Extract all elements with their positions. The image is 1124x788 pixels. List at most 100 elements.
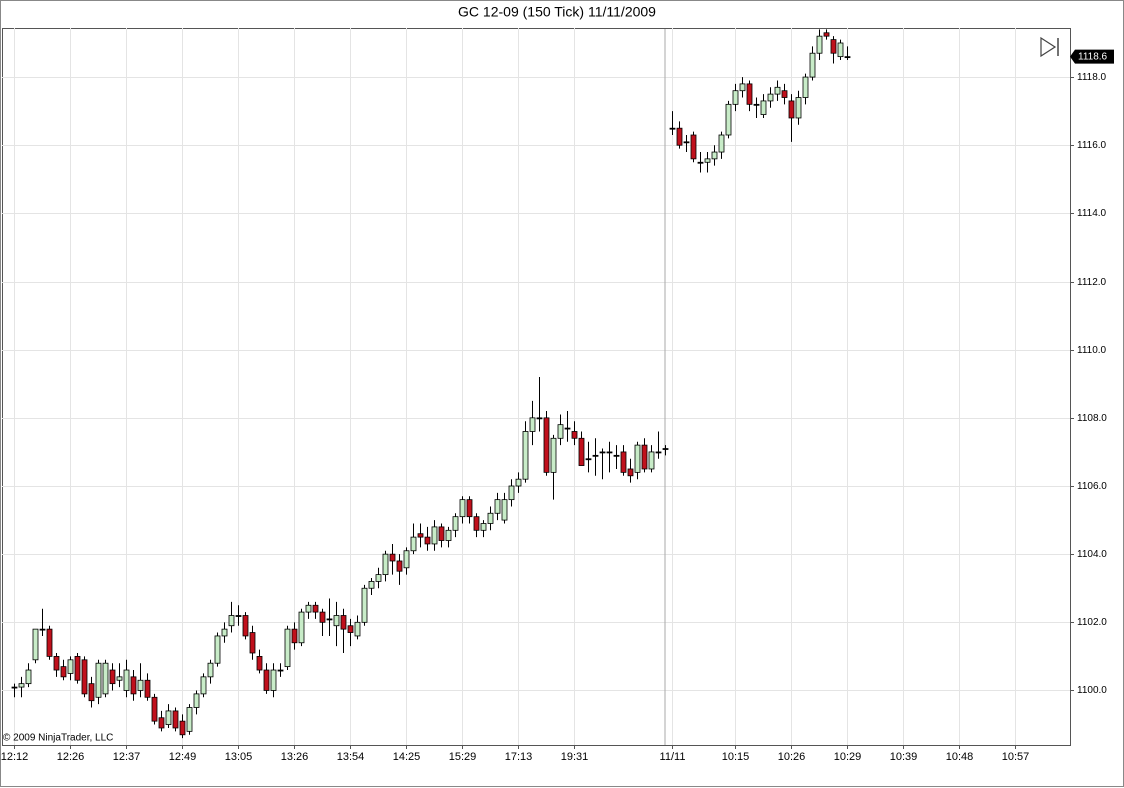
candle-body	[200, 676, 207, 695]
candle-body	[788, 100, 795, 119]
candle-body	[606, 451, 613, 454]
candle-body	[144, 679, 151, 698]
candle-body	[81, 659, 88, 695]
candle-body	[634, 444, 641, 473]
candle-body	[732, 90, 739, 105]
candle-body	[844, 56, 851, 59]
candle-body	[760, 100, 767, 115]
x-tick-label: 10:57	[1002, 751, 1030, 763]
candle-body	[326, 618, 333, 621]
candle-body	[480, 523, 487, 531]
x-tick-label: 12:37	[113, 751, 141, 763]
candle-body	[242, 615, 249, 637]
candle-body	[25, 669, 32, 685]
candle-body	[515, 478, 522, 487]
candle-body	[564, 427, 571, 430]
x-tick-label: 13:54	[337, 751, 365, 763]
candle-body	[823, 32, 830, 37]
x-tick-label: 12:49	[169, 751, 197, 763]
candle-body	[816, 35, 823, 54]
candle-body	[837, 42, 844, 58]
candle-body	[277, 669, 284, 672]
candle-body	[151, 696, 158, 722]
candle-body	[501, 499, 508, 521]
candle-body	[333, 615, 340, 627]
candle-body	[39, 628, 46, 631]
y-tick-label: 1100.0	[1077, 685, 1107, 696]
candle-body	[585, 458, 592, 461]
y-tick-label: 1110.0	[1077, 345, 1107, 356]
candle-body	[452, 516, 459, 531]
candle-body	[494, 499, 501, 514]
candle-body	[473, 516, 480, 531]
candle-body	[298, 611, 305, 644]
candle-body	[102, 662, 109, 695]
candle-body	[739, 83, 746, 92]
x-tick-label: 11/11	[660, 751, 686, 763]
candle-body	[67, 659, 74, 674]
candle-body	[137, 679, 144, 691]
candle-body	[592, 454, 599, 457]
candle-body	[522, 431, 529, 480]
x-tick-label: 10:29	[834, 751, 862, 763]
y-tick-label: 1106.0	[1077, 481, 1107, 492]
grid	[2, 28, 1070, 745]
x-tick-label: 10:39	[890, 751, 918, 763]
x-tick-label: 12:26	[57, 751, 85, 763]
x-tick-label: 15:29	[449, 751, 477, 763]
candle-body	[599, 451, 606, 454]
candle-body	[746, 83, 753, 105]
candle-body	[718, 134, 725, 153]
candle-body	[781, 90, 788, 98]
candle-body	[830, 39, 837, 54]
candle-body	[403, 550, 410, 569]
candle-body	[753, 103, 760, 106]
candle-body	[655, 451, 662, 454]
candle-body	[116, 676, 123, 681]
candle-body	[368, 581, 375, 589]
candle-body	[221, 628, 228, 637]
candle-body	[410, 536, 417, 552]
candle-body	[809, 52, 816, 78]
candle-body	[193, 693, 200, 708]
candle-body	[445, 529, 452, 541]
scroll-end-button[interactable]	[1040, 36, 1059, 58]
candle-body	[508, 485, 515, 501]
candle-body	[683, 141, 690, 144]
x-tick-label: 17:13	[505, 751, 533, 763]
candle-body	[431, 526, 438, 545]
candle-body	[389, 553, 396, 562]
y-tick-label: 1118.0	[1077, 72, 1107, 83]
candle-body	[417, 533, 424, 538]
candle-body	[186, 707, 193, 732]
play-icon[interactable]	[1040, 36, 1057, 58]
candle-body	[725, 103, 732, 136]
candle-body	[648, 451, 655, 470]
candle-body	[613, 454, 620, 457]
chart-title: GC 12-09 (150 Tick) 11/11/2009	[458, 4, 656, 20]
candle-body	[354, 621, 361, 637]
candle-body	[235, 615, 242, 617]
candle-body	[263, 669, 270, 691]
candle-body	[536, 417, 543, 420]
candle-body	[207, 662, 214, 678]
candle-body	[158, 717, 165, 729]
candle-body	[529, 417, 536, 432]
candle-body	[179, 720, 186, 736]
candle-body	[60, 666, 67, 678]
y-tick-label: 1104.0	[1077, 549, 1107, 560]
candle-body	[795, 97, 802, 119]
candle-body	[88, 683, 95, 702]
candle-body	[291, 628, 298, 644]
candle-body	[305, 604, 312, 613]
candle-body	[312, 604, 319, 613]
candle-body	[172, 710, 179, 729]
candle-body	[130, 676, 137, 695]
x-tick-label: 19:31	[561, 751, 589, 763]
candle-body	[802, 76, 809, 98]
candle-body	[641, 444, 648, 470]
candle-body	[319, 611, 326, 623]
